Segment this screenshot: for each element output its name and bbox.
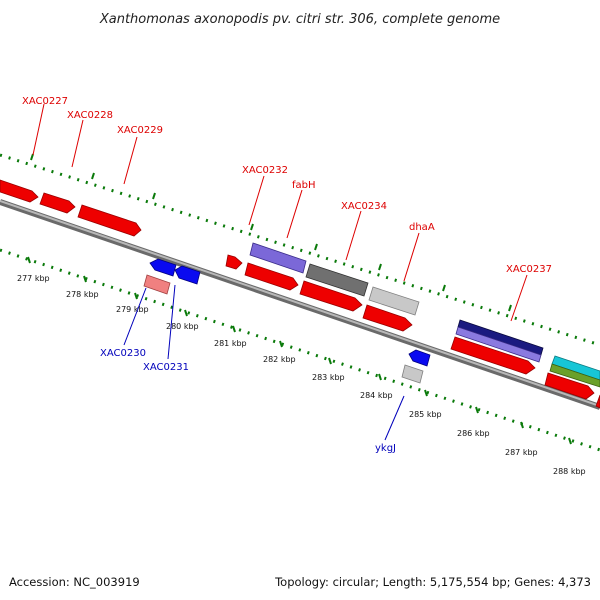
gene-pink[interactable] — [143, 274, 171, 295]
gene-cyan[interactable] — [551, 355, 600, 381]
ruler-label: 287 kbp — [505, 448, 538, 457]
gene-label[interactable]: XAC0227 — [22, 96, 68, 107]
gene-xac0228[interactable] — [39, 192, 76, 214]
gene-red-far-right[interactable] — [544, 372, 595, 400]
gene-label[interactable]: dhaA — [409, 222, 435, 233]
gene-label[interactable]: fabH — [292, 180, 316, 191]
ruler-label: 282 kbp — [263, 355, 296, 364]
gene-label[interactable]: XAC0230 — [100, 348, 146, 359]
ruler-label: 286 kbp — [457, 429, 490, 438]
gene-labels: XAC0227 XAC0228 XAC0229 XAC0232 fabH XAC… — [22, 96, 552, 454]
gene-xac0237-lower[interactable] — [455, 326, 542, 363]
ruler-label: 283 kbp — [312, 373, 345, 382]
gene-dhaa[interactable] — [368, 286, 420, 316]
gene-label[interactable]: ykgJ — [375, 443, 396, 454]
genome-summary-text: Topology: circular; Length: 5,175,554 bp… — [274, 575, 591, 589]
forward-genes — [0, 179, 142, 237]
gene-xac0231[interactable] — [174, 265, 201, 285]
ruler-labels: 277 kbp 278 kbp 279 kbp 280 kbp 281 kbp … — [17, 274, 586, 476]
gene-red-dhaa-below[interactable] — [362, 304, 413, 332]
middle-genes — [225, 242, 600, 409]
accession-text: Accession: NC_003919 — [9, 575, 140, 589]
gene-label[interactable]: XAC0228 — [67, 110, 113, 121]
gene-fabh[interactable] — [244, 262, 299, 291]
gene-label[interactable]: XAC0234 — [341, 201, 387, 212]
inner-tick-track — [0, 248, 600, 452]
ruler-label: 281 kbp — [214, 339, 247, 348]
reverse-genes — [143, 258, 431, 384]
ruler-label: 288 kbp — [553, 467, 586, 476]
gene-xac0229[interactable] — [77, 204, 142, 237]
ruler-label: 279 kbp — [116, 305, 149, 314]
gene-ykgj-blue[interactable] — [408, 349, 431, 367]
ruler-label: 284 kbp — [360, 391, 393, 400]
gene-label[interactable]: XAC0229 — [117, 125, 163, 136]
ruler-label: 280 kbp — [166, 322, 199, 331]
gene-green[interactable] — [549, 363, 600, 388]
ruler-label: 277 kbp — [17, 274, 50, 283]
gene-xac0227[interactable] — [0, 179, 39, 203]
genome-backbone — [0, 199, 600, 410]
gene-xac0234[interactable] — [305, 263, 369, 297]
ruler-label: 278 kbp — [66, 290, 99, 299]
gene-label[interactable]: XAC0231 — [143, 362, 189, 373]
gene-label[interactable]: XAC0237 — [506, 264, 552, 275]
gene-xac0232[interactable] — [249, 242, 307, 274]
gene-small-red[interactable] — [225, 254, 243, 270]
gene-red-edge[interactable] — [595, 394, 600, 409]
gene-leader-lines — [32, 103, 528, 441]
gene-label[interactable]: XAC0232 — [242, 165, 288, 176]
gene-red-mid[interactable] — [299, 280, 363, 312]
outer-tick-track — [0, 153, 600, 347]
ruler-label: 285 kbp — [409, 410, 442, 419]
map-title: Xanthomonas axonopodis pv. citri str. 30… — [99, 12, 500, 27]
gene-ykgj[interactable] — [401, 364, 424, 384]
gene-xac0230[interactable] — [149, 258, 177, 277]
gene-red-xac0237-below[interactable] — [450, 336, 536, 375]
